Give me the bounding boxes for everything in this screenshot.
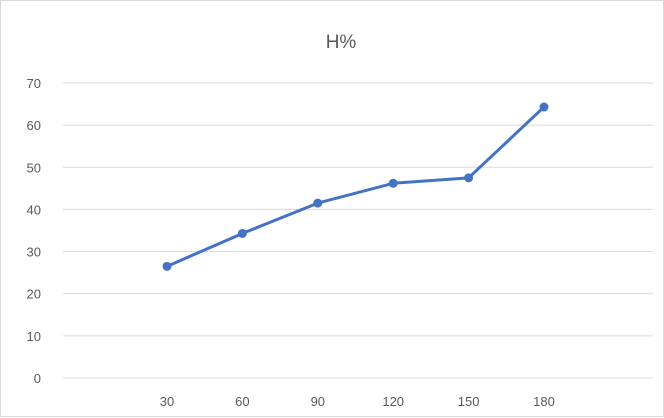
y-tick-label: 10 <box>27 329 41 344</box>
x-tick-label: 180 <box>533 394 555 409</box>
y-tick-label: 0 <box>34 371 41 386</box>
y-tick-label: 40 <box>27 202 41 217</box>
y-tick-label: 60 <box>27 118 41 133</box>
series-layer <box>162 102 549 271</box>
y-axis: 0 10 20 30 40 50 60 70 <box>27 76 41 386</box>
x-tick-label: 120 <box>382 394 404 409</box>
data-point <box>162 261 172 271</box>
x-tick-label: 60 <box>235 394 249 409</box>
y-tick-label: 20 <box>27 287 41 302</box>
x-tick-label: 30 <box>160 394 174 409</box>
y-tick-label: 70 <box>27 76 41 91</box>
data-point <box>388 178 398 188</box>
x-tick-label: 150 <box>458 394 480 409</box>
series-line <box>165 105 546 268</box>
data-point <box>539 102 549 112</box>
gridlines <box>63 82 653 379</box>
data-point <box>237 228 247 238</box>
y-tick-label: 30 <box>27 245 41 260</box>
x-axis: 30 60 90 120 150 180 <box>160 394 555 409</box>
y-tick-label: 50 <box>27 160 41 175</box>
x-tick-label: 90 <box>311 394 325 409</box>
chart-title: H% <box>326 32 357 53</box>
data-point <box>464 173 474 183</box>
data-point <box>313 198 323 208</box>
